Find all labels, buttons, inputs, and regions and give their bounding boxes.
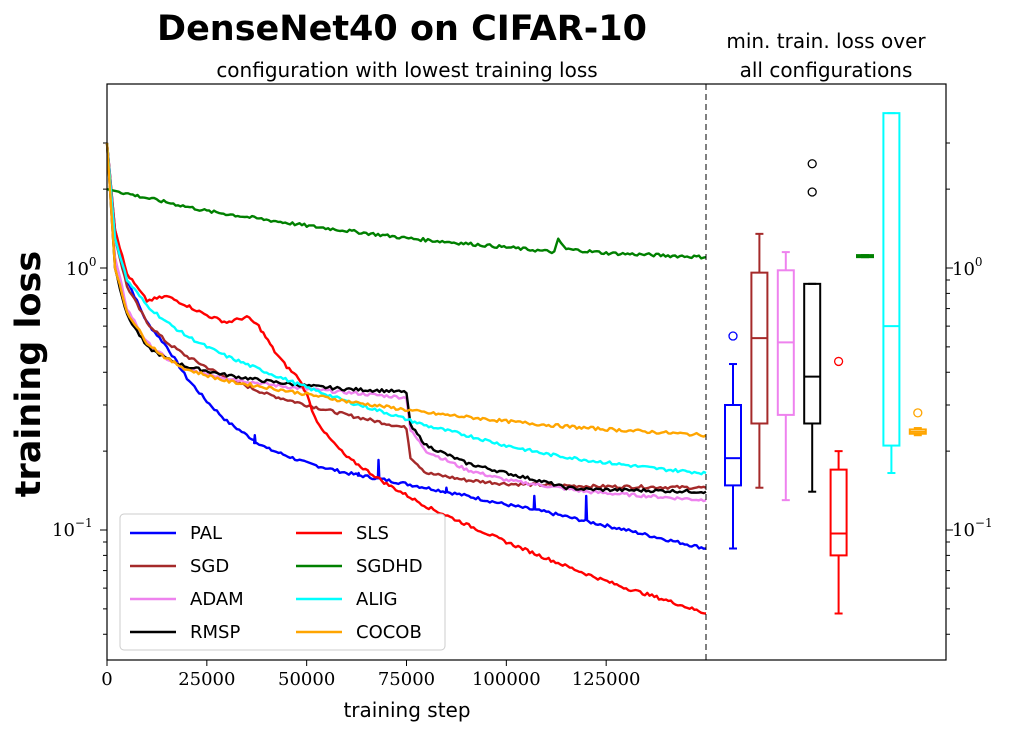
x-tick-label: 0 <box>101 669 112 690</box>
legend-label: SLS <box>356 523 389 544</box>
series-line-rmsp <box>105 142 707 495</box>
series-line-sgdhd <box>106 187 707 260</box>
outlier <box>807 187 817 197</box>
x-tick-label: 75000 <box>378 669 435 690</box>
legend-item-sgdhd: SGDHD <box>296 556 423 577</box>
legend-item-adam: ADAM <box>130 589 244 610</box>
boxplot-sgd <box>750 232 769 489</box>
legend-item-sgd: SGD <box>130 556 229 577</box>
legend-label: ALIG <box>356 589 398 610</box>
legend-label: SGD <box>190 556 229 577</box>
series-line-sgd <box>105 142 707 491</box>
box <box>803 282 822 425</box>
chart-subtitle: configuration with lowest training loss <box>216 58 597 82</box>
outlier <box>913 408 923 418</box>
legend-label: ADAM <box>190 589 244 610</box>
box <box>750 271 769 425</box>
y-tick-label-1e-1: 10−1 <box>52 516 93 541</box>
boxplots <box>724 112 927 615</box>
legend-label: PAL <box>190 523 222 544</box>
boxplot-pal <box>724 331 742 550</box>
x-tick-labels: 0 25000 50000 75000 100000 125000 <box>101 669 640 690</box>
plot-frame <box>106 83 947 661</box>
x-tick-label: 100000 <box>472 669 541 690</box>
boxplot-cocob <box>908 408 927 437</box>
y-axis-label: training loss <box>9 251 49 497</box>
series-line-cocob <box>105 142 707 438</box>
side-title-line1: min. train. loss over <box>726 29 926 53</box>
series-lines <box>105 142 707 615</box>
legend: PAL SGD ADAM RMSP SLS SGDHD ALIG COCOB <box>119 513 446 651</box>
series-line-alig <box>105 142 707 476</box>
side-title-line2: all configurations <box>740 58 913 82</box>
chart-title: DenseNet40 on CIFAR-10 <box>157 9 647 49</box>
legend-item-sls: SLS <box>296 523 389 544</box>
axis-ticks <box>100 142 953 666</box>
x-tick-label: 50000 <box>278 669 335 690</box>
boxplot-sls <box>829 356 848 615</box>
boxplot-sgdhd <box>856 254 874 259</box>
outlier <box>833 356 844 367</box>
x-tick-label: 125000 <box>572 669 641 690</box>
legend-label: SGDHD <box>356 556 423 577</box>
legend-item-cocob: COCOB <box>296 622 422 643</box>
x-tick-label: 25000 <box>178 669 235 690</box>
y-tick-label-1e0: 100 <box>66 255 97 280</box>
y-tick-label-right-1e-1: 10−1 <box>952 516 993 541</box>
box <box>724 403 742 487</box>
series-line-pal <box>105 142 707 550</box>
legend-box <box>119 513 446 651</box>
box <box>882 112 901 447</box>
series-line-sls <box>105 142 707 615</box>
legend-item-rmsp: RMSP <box>130 622 240 643</box>
boxplot-rmsp <box>803 159 822 493</box>
y-tick-labels-right: 100 10−1 <box>952 255 993 541</box>
x-axis-label: training step <box>343 698 470 722</box>
legend-label: RMSP <box>190 622 240 643</box>
legend-item-alig: ALIG <box>296 589 398 610</box>
box <box>829 468 848 557</box>
y-tick-label-right-1e0: 100 <box>952 255 983 280</box>
legend-item-pal: PAL <box>130 523 222 544</box>
series-line-adam <box>105 142 707 503</box>
legend-label: COCOB <box>356 622 422 643</box>
boxplot-adam <box>776 251 795 502</box>
outlier <box>807 159 817 169</box>
y-tick-labels-left: 100 10−1 <box>52 255 97 541</box>
boxplot-alig <box>882 112 901 475</box>
outlier <box>728 331 738 341</box>
